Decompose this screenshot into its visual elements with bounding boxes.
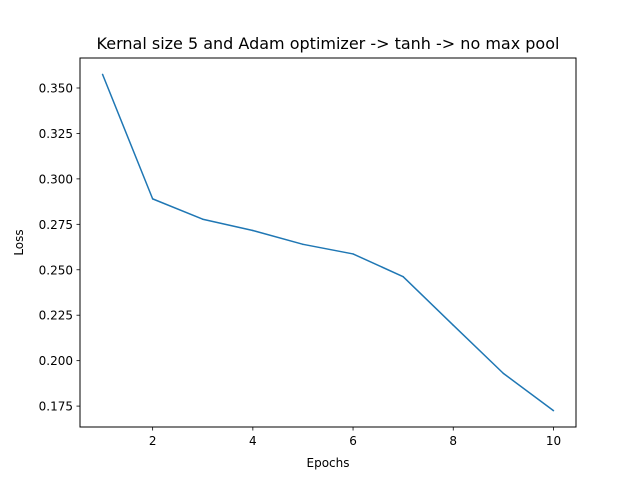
chart-title: Kernal size 5 and Adam optimizer -> tanh… <box>97 34 560 53</box>
plot-frame <box>79 57 577 428</box>
data-point <box>502 372 505 375</box>
data-point <box>202 218 204 220</box>
y-tick-label: 0.325 <box>39 127 73 141</box>
data-point <box>402 275 404 278</box>
y-tick-label: 0.225 <box>39 309 73 323</box>
x-axis-ticks: 2 4 6 8 10 <box>149 427 561 448</box>
y-tick-label: 0.350 <box>39 81 73 95</box>
data-point <box>252 229 254 232</box>
y-tick-label: 0.175 <box>39 400 73 414</box>
x-tick-label: 4 <box>249 434 257 448</box>
data-point <box>452 324 454 326</box>
y-tick-label: 0.250 <box>39 263 73 277</box>
y-tick-label: 0.275 <box>39 218 73 232</box>
data-point <box>552 409 555 412</box>
data-point <box>302 243 304 246</box>
y-tick-label: 0.200 <box>39 354 73 368</box>
x-tick-label: 2 <box>149 434 157 448</box>
x-axis-label: Epochs <box>307 456 350 470</box>
data-point <box>352 253 354 255</box>
y-axis-ticks: 0.175 0.200 0.225 0.250 0.275 0.300 0.325 0.350 <box>39 81 80 414</box>
y-tick-label: 0.300 <box>39 172 73 186</box>
data-point <box>101 73 104 76</box>
loss-series-line <box>101 74 554 412</box>
x-tick-label: 6 <box>349 434 357 448</box>
x-tick-label: 8 <box>449 434 457 448</box>
plot-area <box>101 73 555 412</box>
data-point <box>151 198 154 200</box>
y-axis-label: Loss <box>12 229 26 255</box>
x-tick-label: 10 <box>546 434 561 448</box>
